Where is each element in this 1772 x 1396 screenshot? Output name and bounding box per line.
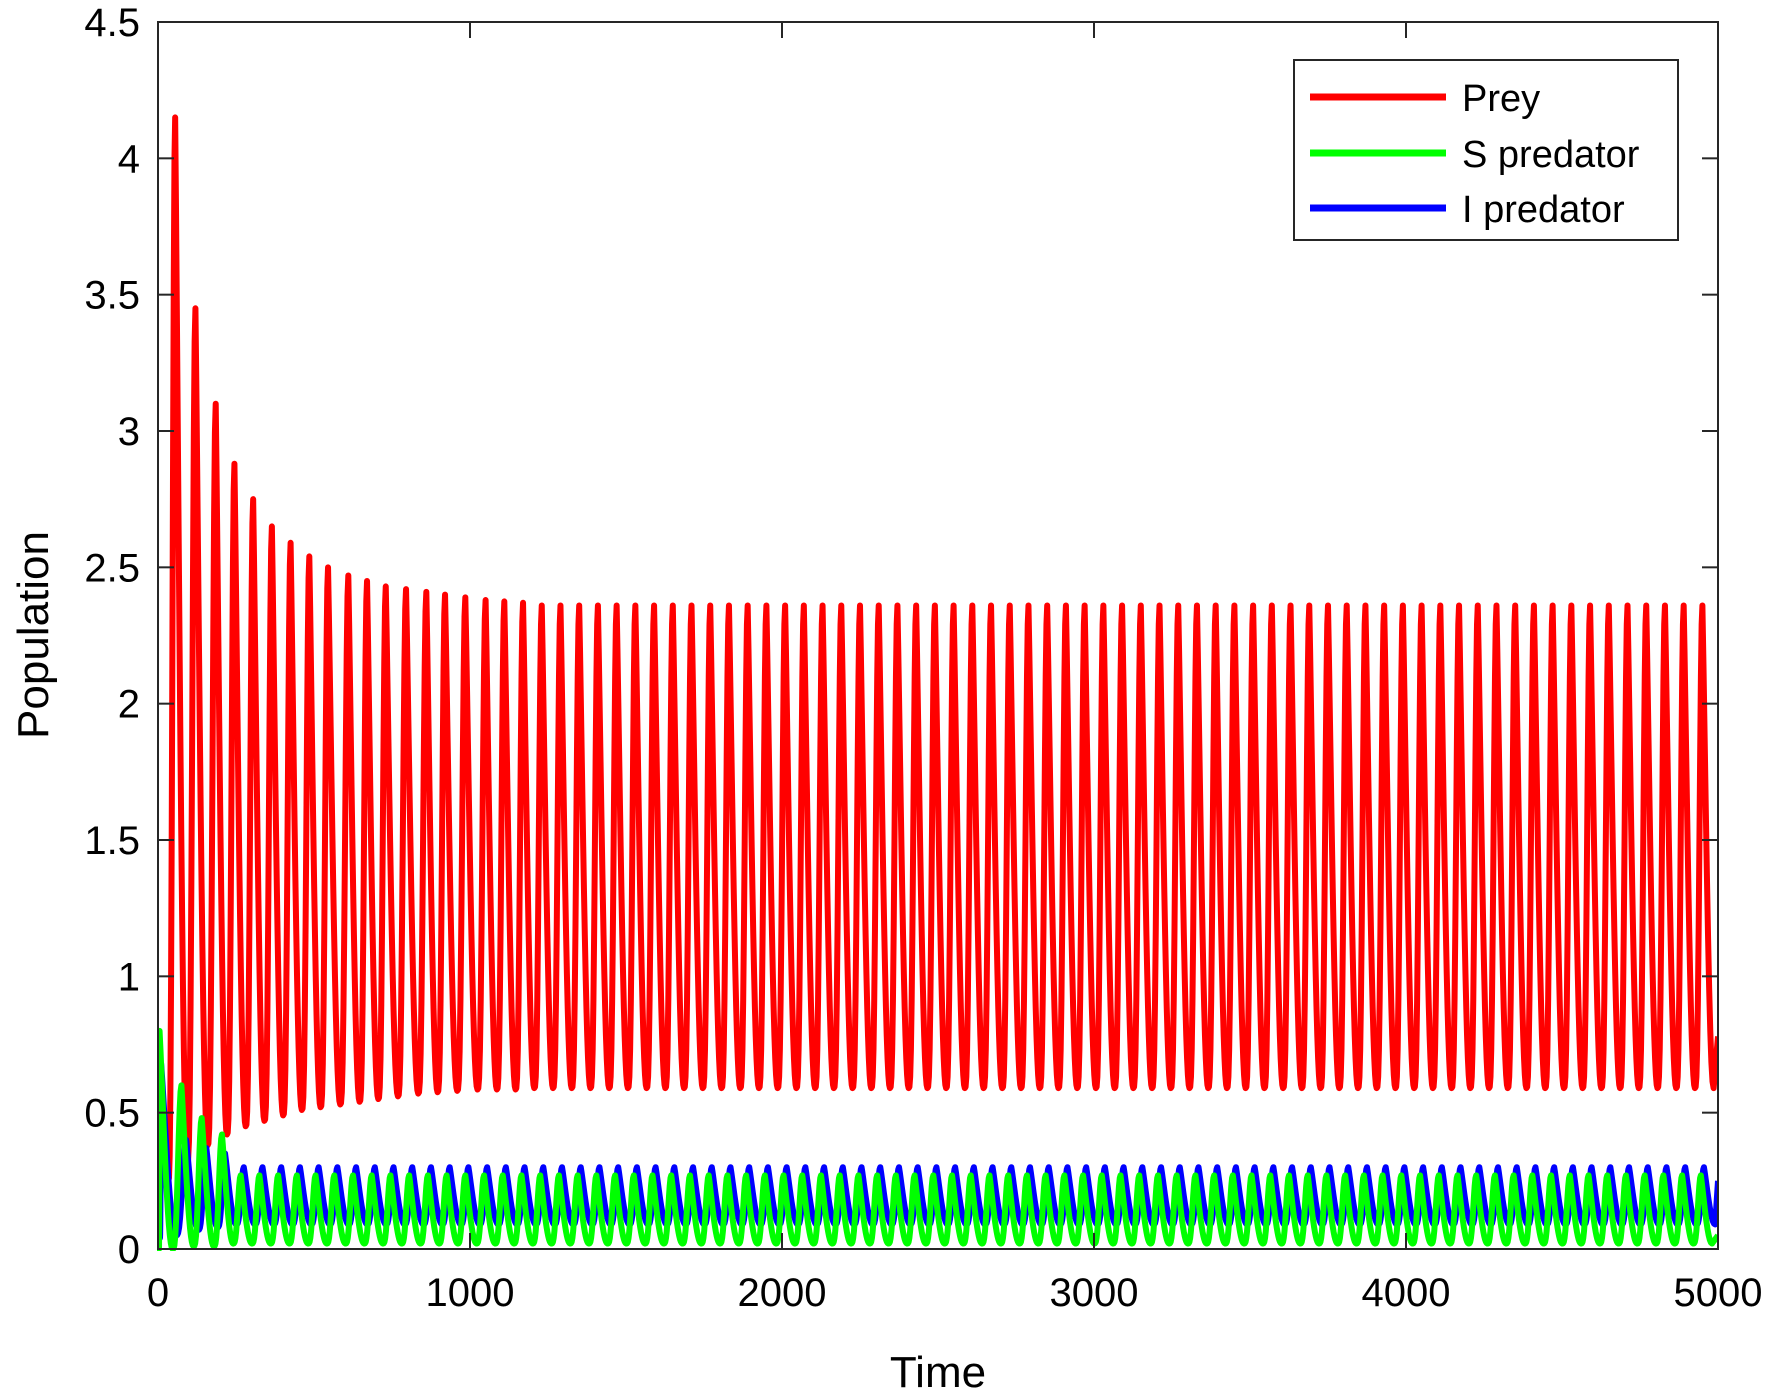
- y-tick-label: 4.5: [84, 1, 140, 45]
- x-tick-label: 5000: [1674, 1271, 1763, 1315]
- legend-label-prey: Prey: [1462, 78, 1540, 120]
- x-tick-label: 0: [147, 1271, 169, 1315]
- series-line-prey: [157, 114, 1719, 1184]
- y-tick-label: 3.5: [84, 274, 140, 318]
- y-tick-label: 2.5: [84, 546, 140, 590]
- x-tick-label: 2000: [738, 1271, 827, 1315]
- tick-layer: 0 1000 2000 3000 4000 5000 0 0.5 1 1.5 2 2.5 3 3.5 4 4.…: [84, 1, 1762, 1315]
- y-tick-label: 4: [118, 137, 140, 181]
- x-tick-label: 1000: [426, 1271, 515, 1315]
- y-tick-label: 0.5: [84, 1092, 140, 1136]
- y-tick-label: 1: [118, 955, 140, 999]
- x-tick-label: 3000: [1050, 1271, 1139, 1315]
- y-tick-label: 0: [118, 1228, 140, 1272]
- legend: Prey S predator I predator: [1293, 59, 1679, 241]
- legend-label-i-predator: I predator: [1462, 189, 1625, 231]
- plot-area-frame: [157, 21, 1719, 1250]
- x-axis-title: Time: [890, 1348, 986, 1396]
- y-tick-label: 1.5: [84, 819, 140, 863]
- series-line-s-predator: [157, 1027, 1719, 1251]
- x-tick-label: 4000: [1362, 1271, 1451, 1315]
- y-axis-title: Population: [9, 531, 58, 739]
- y-tick-label: 2: [118, 683, 140, 727]
- series-layer: [157, 114, 1719, 1251]
- legend-label-s-predator: S predator: [1462, 134, 1640, 176]
- y-tick-label: 3: [118, 410, 140, 454]
